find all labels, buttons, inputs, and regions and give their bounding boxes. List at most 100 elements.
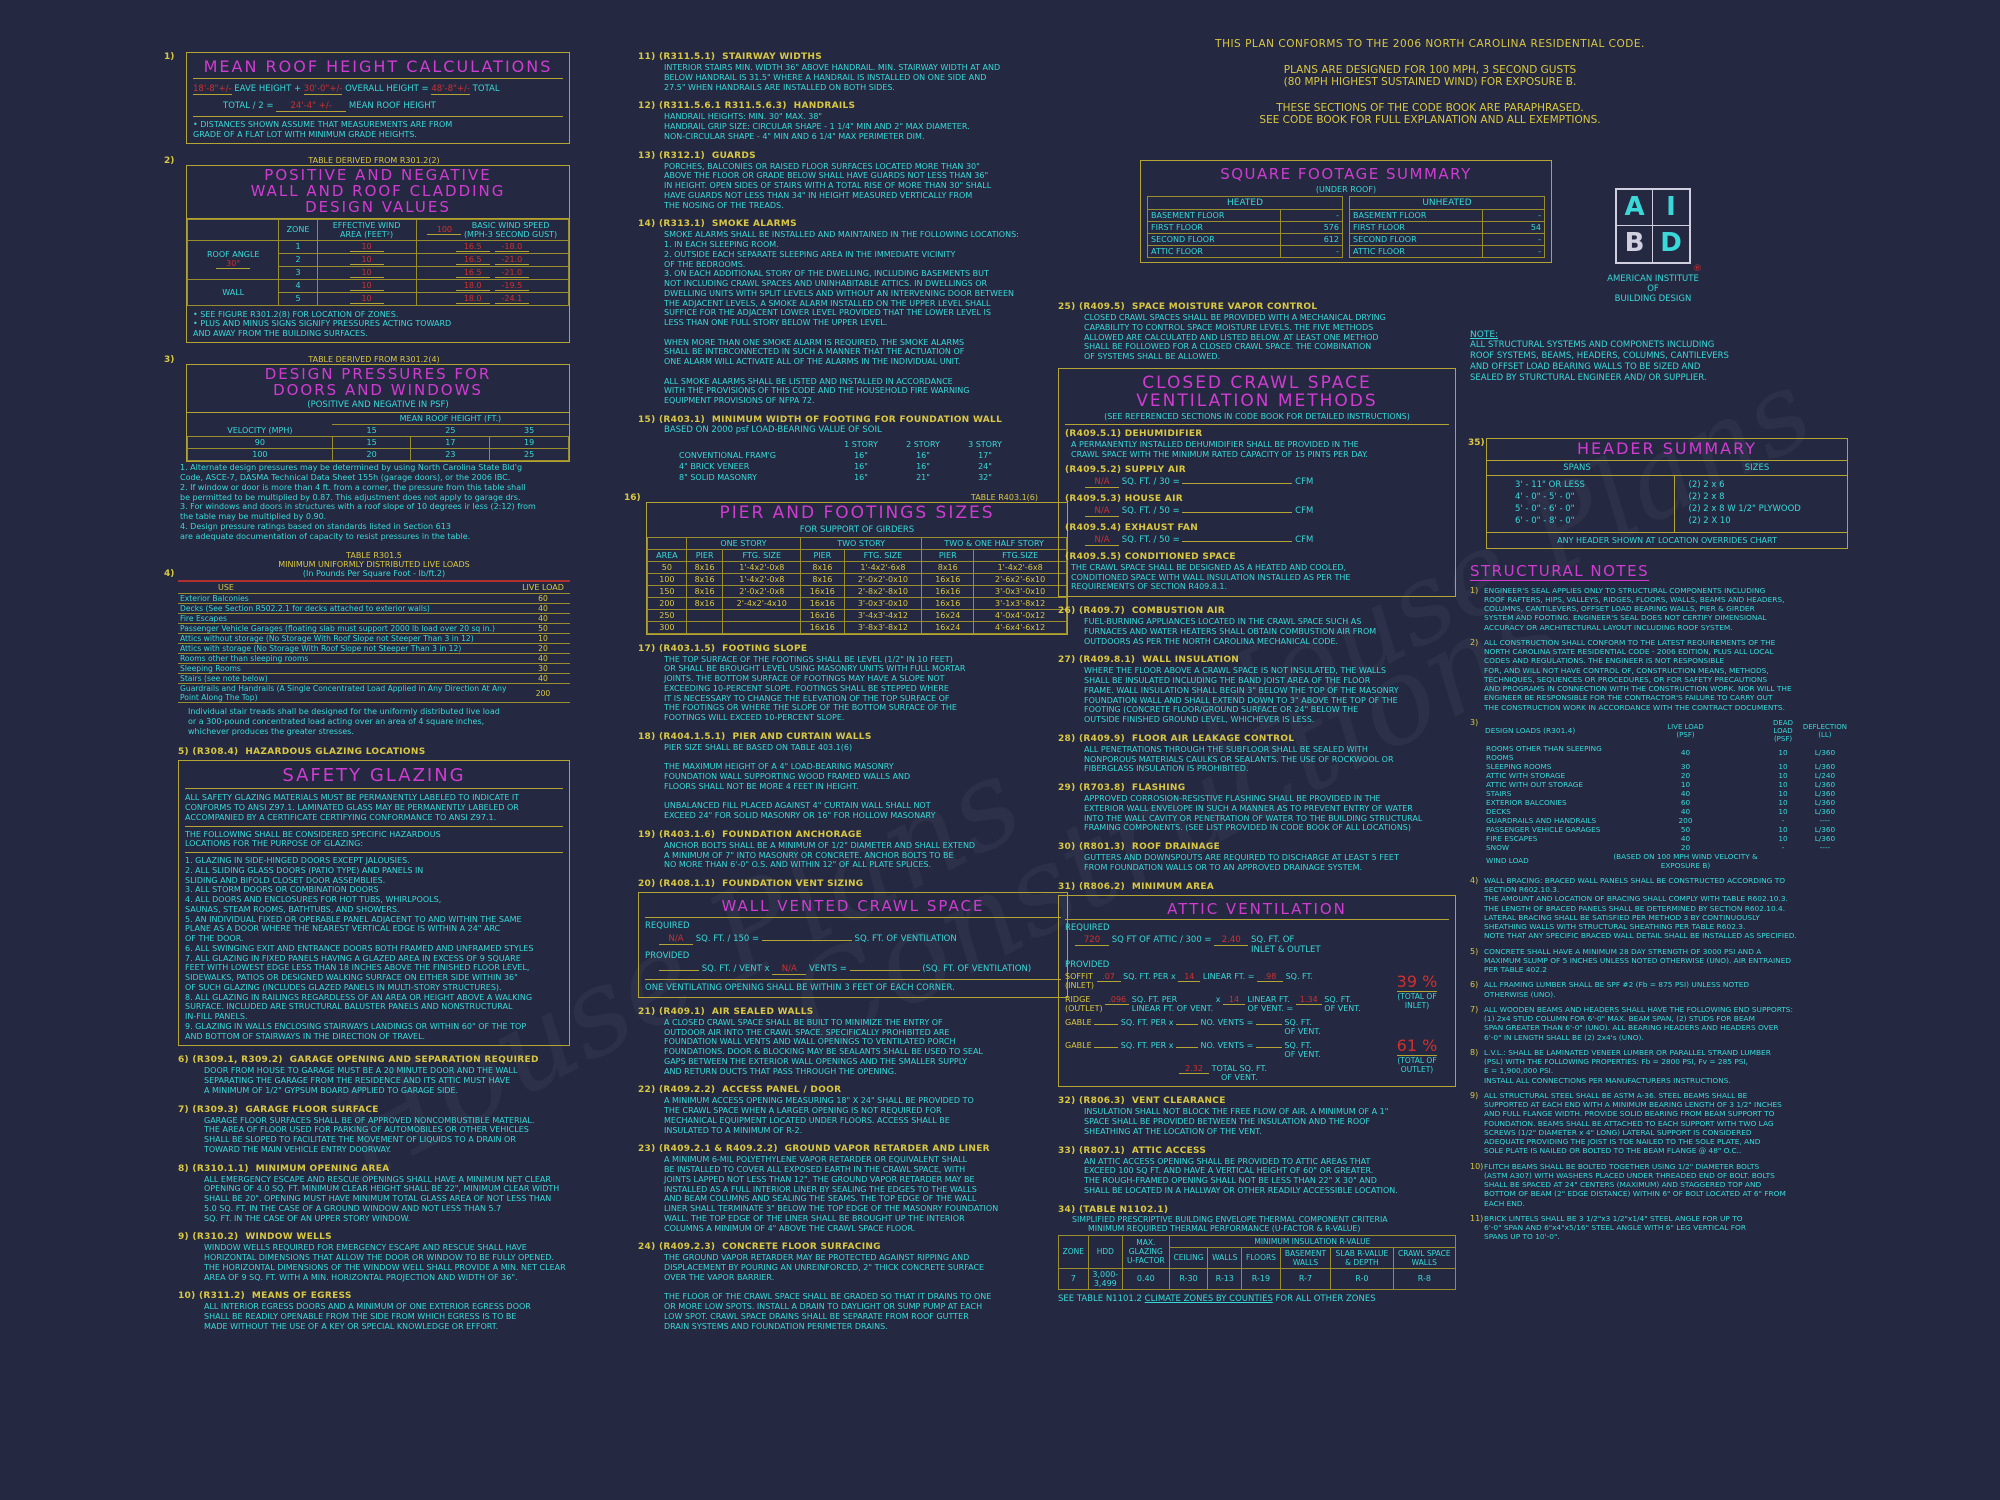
section-title: STAIRWAY WIDTHS bbox=[722, 52, 823, 62]
pos-pressure: 16.5 bbox=[455, 242, 490, 252]
section-header: 11) (R311.5.1) STAIRWAY WIDTHS bbox=[638, 52, 1068, 62]
load-use: ROOMS OTHER THAN SLEEPING ROOMS bbox=[1486, 743, 1602, 762]
pier-cell: 16x24 bbox=[921, 620, 975, 634]
note-body: BRICK LINTELS SHALL BE 3 1/2"x3 1/2"x1/4… bbox=[1484, 1213, 1746, 1242]
thermal-title-2: MINIMUM REQUIRED THERMAL PERFORMANCE (U-… bbox=[1088, 1223, 1361, 1233]
house-air-formula: SQ. FT. / 50 = bbox=[1121, 505, 1180, 516]
live-load-value: 10 bbox=[1680, 779, 1691, 789]
structural-note: 9) ALL STRUCTURAL STEEL SHALL BE ASTM A-… bbox=[1470, 1091, 1848, 1156]
section-header: 26) (R409.7) COMBUSTION AIR bbox=[1058, 606, 1456, 616]
gable-formula: SQ. FT. PER x bbox=[1120, 1041, 1174, 1051]
section-title: ACCESS PANEL / DOOR bbox=[722, 1085, 842, 1096]
section-number: 22) bbox=[638, 1085, 656, 1096]
two-half-story-group: TWO & ONE HALF STORY bbox=[921, 536, 1067, 550]
width-2story: 21" bbox=[916, 472, 930, 482]
section-header: 6) (R309.1, R309.2) GARAGE OPENING AND S… bbox=[178, 1055, 570, 1065]
use-cell: Passenger Vehicle Garages (floating slab… bbox=[178, 623, 516, 635]
dead-load-value: 10 bbox=[1778, 748, 1788, 758]
ftg-cell: 2'-4x2'-4x10 bbox=[722, 596, 802, 610]
glazing-locations-list: 1. GLAZING IN SIDE-HINGED DOORS EXCEPT J… bbox=[185, 852, 563, 1041]
sqft-heated-table: HEATED BASEMENT FLOOR - FIRST FLOOR 576 … bbox=[1147, 195, 1344, 258]
gable-label: GABLE bbox=[1065, 1041, 1092, 1051]
area-cell: 100 bbox=[647, 572, 687, 586]
pressure-value: 15 bbox=[331, 436, 412, 450]
deflection-value: L/360 bbox=[1814, 797, 1836, 807]
crawl-value: R-8 bbox=[1392, 1267, 1457, 1290]
section-body: ALL INTERIOR EGRESS DOORS AND A MINIMUM … bbox=[204, 1302, 531, 1331]
code-ref: (R409.1) bbox=[658, 1006, 706, 1017]
note-section: 14) (R313.1) SMOKE ALARMS SMOKE ALARMS S… bbox=[638, 219, 1068, 406]
section-body: THE GROUND VAPOR RETARDER MAY BE PROTECT… bbox=[664, 1253, 992, 1331]
method-title: CONDITIONED SPACE bbox=[1124, 551, 1236, 562]
sqft-row: FIRST FLOOR 54 bbox=[1349, 220, 1546, 234]
section-number: 34) bbox=[1058, 1204, 1076, 1215]
ftg-cell: 3'-8x3'-8x12 bbox=[843, 620, 923, 634]
method-code: (R409.5.1) bbox=[1065, 429, 1122, 440]
pier-cell bbox=[685, 608, 724, 622]
middle-column: 11) (R311.5.1) STAIRWAY WIDTHS INTERIOR … bbox=[624, 52, 1068, 1340]
required-label: REQUIRED bbox=[645, 920, 690, 931]
section-header: 24) (R409.2.3) CONCRETE FLOOR SURFACING bbox=[638, 1242, 1068, 1252]
ceiling-value: R-30 bbox=[1168, 1267, 1209, 1290]
walls-value: R-13 bbox=[1207, 1267, 1243, 1290]
live-load-row: Guardrails and Handrails (A Single Conce… bbox=[178, 683, 570, 704]
load-use: SNOW bbox=[1486, 842, 1510, 852]
load-header: LIVE LOAD bbox=[516, 581, 570, 595]
deflection-value: L/360 bbox=[1814, 779, 1836, 789]
pier-cell: 8x16 bbox=[685, 572, 724, 586]
section-body: ALL PENETRATIONS THROUGH THE SUBFLOOR SH… bbox=[1084, 744, 1394, 774]
footing-row: CONVENTIONAL FRAM'G 16" 16" 17" bbox=[678, 450, 1016, 461]
live-load-header: LIVE LOAD (PSF) bbox=[1667, 722, 1704, 739]
section-body: CLOSED CRAWL SPACES SHALL BE PROVIDED WI… bbox=[1084, 313, 1386, 361]
pier-row: 150 8x16 2'-0x2'-0x8 16x16 2'-8x2'-8x10 … bbox=[647, 584, 1067, 598]
gable-vents-blank bbox=[1175, 1047, 1198, 1049]
section-title: SMOKE ALARMS bbox=[711, 219, 797, 230]
required-result-blank bbox=[761, 939, 852, 941]
conformance-line: THIS PLAN CONFORMS TO THE 2006 NORTH CAR… bbox=[1215, 38, 1645, 50]
section-title: MINIMUM OPENING AREA bbox=[255, 1163, 390, 1174]
deflection-value: L/360 bbox=[1814, 748, 1836, 758]
eff-area: 10 bbox=[349, 242, 384, 252]
provided-formula: SQ. FT. / VENT x bbox=[701, 963, 770, 974]
load-cell: 40 bbox=[516, 603, 570, 615]
height-col: 15 bbox=[366, 426, 377, 436]
live-load-value: (BASED ON 100 MPH WIND VELOCITY & EXPOSU… bbox=[1613, 851, 1758, 870]
pier-header: PIER bbox=[800, 548, 845, 562]
heated-header: HEATED bbox=[1147, 195, 1343, 210]
ceiling-header: CEILING bbox=[1168, 1246, 1209, 1269]
note-section: 11) (R311.5.1) STAIRWAY WIDTHS INTERIOR … bbox=[638, 52, 1068, 92]
story-col: 2 STORY bbox=[906, 439, 940, 449]
use-cell: Rooms other than sleeping rooms bbox=[178, 653, 516, 665]
section-body: ANCHOR BOLTS SHALL BE A MINIMUM OF 1/2" … bbox=[664, 840, 976, 870]
section-body: DOOR FROM HOUSE TO GARAGE MUST BE A 20 M… bbox=[204, 1066, 518, 1095]
design-load-row: SNOW 20 - ---- bbox=[1484, 843, 1848, 852]
live-loads-title: MINIMUM UNIFORMLY DISTRIBUTED LIVE LOADS bbox=[278, 560, 470, 570]
total-label: TOTAL bbox=[472, 83, 500, 94]
unheated-header: UNHEATED bbox=[1349, 195, 1545, 210]
section-title: WALL INSULATION bbox=[1142, 655, 1240, 666]
ftg-cell: 4'-6x4'-6x12 bbox=[973, 620, 1067, 634]
pos-pressure: 16.5 bbox=[455, 268, 490, 278]
inlet-percent: 39 % bbox=[1396, 972, 1438, 993]
one-story-group: ONE STORY bbox=[685, 536, 802, 550]
thermal-note-post: FOR ALL OTHER ZONES bbox=[1275, 1293, 1376, 1304]
code-ref: (R310.1.1) bbox=[192, 1163, 249, 1174]
two-story-group: TWO STORY bbox=[800, 536, 923, 550]
code-ref: (R409.9) bbox=[1078, 733, 1126, 744]
section-title: GARAGE OPENING AND SEPARATION REQUIRED bbox=[289, 1055, 539, 1066]
wind-speed-value: 100 bbox=[427, 225, 462, 236]
zone-header: ZONE bbox=[278, 218, 318, 241]
note-number: 5) bbox=[1470, 946, 1479, 956]
hdd-value: 3,000- 3,499 bbox=[1087, 1267, 1123, 1290]
section-body: INSULATION SHALL NOT BLOCK THE FREE FLOW… bbox=[1084, 1107, 1389, 1136]
ridge-label: RIDGE (OUTLET) bbox=[1065, 995, 1103, 1014]
section-number: 7) bbox=[178, 1104, 189, 1115]
ridge-unit: SQ. FT. OF VENT. bbox=[1324, 995, 1361, 1014]
height-col: 25 bbox=[445, 426, 456, 436]
section-header: 5) (R308.4) HAZARDOUS GLAZING LOCATIONS bbox=[178, 747, 570, 757]
exhaust-fan-blank bbox=[1182, 540, 1293, 542]
pier-footings-table: ONE STORY TWO STORY TWO & ONE HALF STORY… bbox=[647, 536, 1067, 634]
aibd-letter-b: B bbox=[1617, 226, 1653, 262]
third-col-notes-2: 32) (R806.3) VENT CLEARANCE INSULATION S… bbox=[1058, 1096, 1456, 1195]
section-title: FLASHING bbox=[1131, 783, 1186, 794]
